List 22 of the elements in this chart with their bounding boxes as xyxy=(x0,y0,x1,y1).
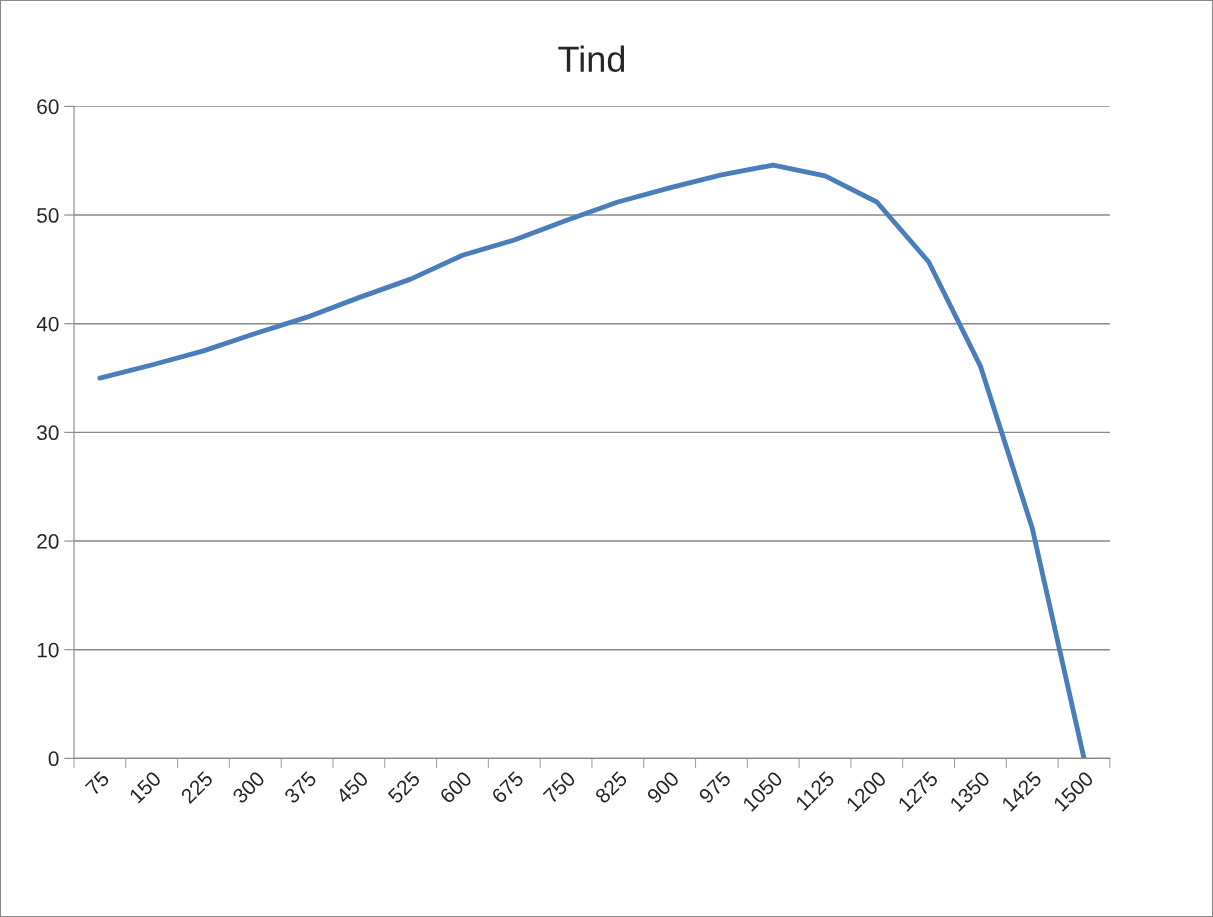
y-tick-label: 30 xyxy=(37,425,59,441)
x-tick-label: 675 xyxy=(490,770,525,805)
chart-title: Tind xyxy=(558,45,625,73)
y-tick-label: 50 xyxy=(37,208,59,223)
y-tick-label: 60 xyxy=(37,99,59,115)
line-series xyxy=(97,162,1087,759)
x-tick-label: 750 xyxy=(542,770,577,805)
x-tick-label: 225 xyxy=(180,770,214,805)
y-tick-label: 10 xyxy=(37,642,59,658)
x-tick-label: 300 xyxy=(231,770,266,805)
x-tick-label: 150 xyxy=(128,770,162,804)
x-tick-label: 525 xyxy=(387,770,421,805)
x-tick-label: 75 xyxy=(84,770,111,796)
y-tick-label: 0 xyxy=(48,751,59,767)
x-tick-label: 900 xyxy=(646,770,680,805)
y-tick-label: 20 xyxy=(37,534,59,549)
x-tick-label: 975 xyxy=(697,770,732,805)
y-tick-label: 40 xyxy=(36,316,59,332)
x-tick-label: 825 xyxy=(594,770,629,805)
x-tick-label: 600 xyxy=(439,770,473,805)
x-tick-label: 375 xyxy=(283,770,318,805)
x-tick-label: 450 xyxy=(335,770,370,805)
